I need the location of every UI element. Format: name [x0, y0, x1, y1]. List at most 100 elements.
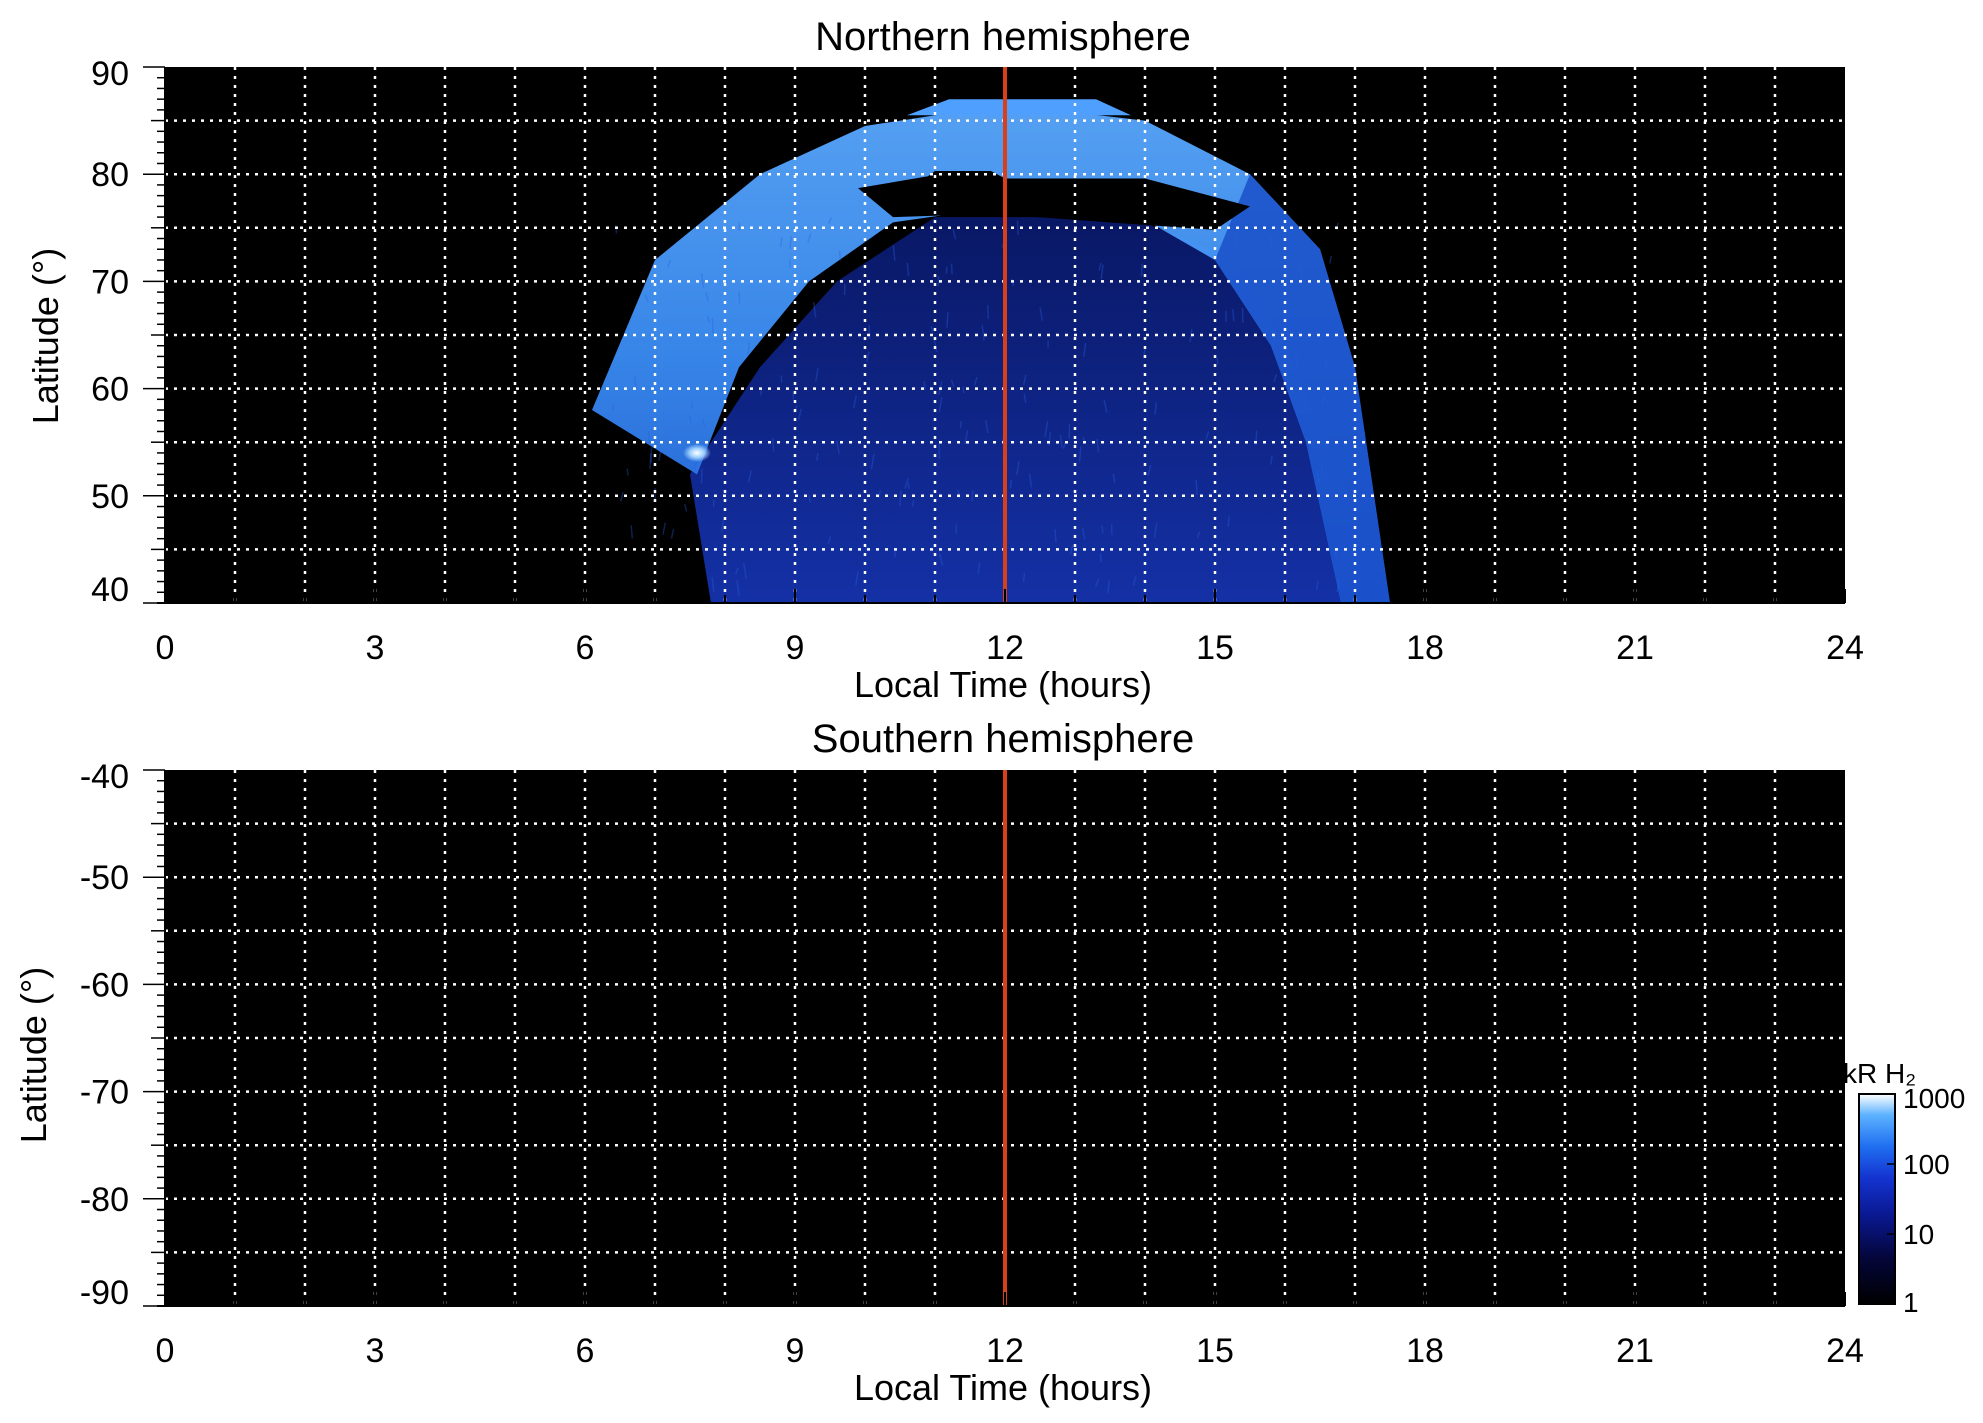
- emission-streak: [981, 325, 985, 341]
- emission-streak: [1054, 529, 1057, 543]
- emission-streak: [835, 440, 840, 454]
- emission-streak: [711, 576, 715, 592]
- colorbar-tick-label: 1: [1903, 1287, 1919, 1318]
- emission-streak: [1059, 435, 1063, 448]
- emission-streak: [827, 536, 832, 545]
- n-x-tick-label: 9: [786, 629, 805, 667]
- emission-streak: [667, 260, 671, 268]
- north-ylabel: Latitude (°): [25, 248, 66, 424]
- emission-streak: [662, 522, 667, 535]
- emission-streak: [1094, 578, 1100, 587]
- emission-streak: [1272, 336, 1275, 351]
- s-y-tick-label: -80: [80, 1181, 129, 1219]
- emission-streak: [1022, 374, 1027, 385]
- emission-streak: [907, 482, 910, 489]
- emission-streak: [1098, 262, 1102, 271]
- emission-streak: [1321, 393, 1326, 405]
- emission-streak: [619, 491, 624, 502]
- emission-streak: [743, 563, 748, 580]
- emission-streak: [1295, 355, 1299, 370]
- emission-streak: [658, 451, 662, 462]
- emission-streak: [892, 245, 896, 261]
- s-y-tick-label: -50: [80, 859, 129, 897]
- s-x-tick-label: 6: [576, 1332, 595, 1370]
- n-x-tick-label: 12: [986, 629, 1024, 667]
- emission-streak: [1299, 267, 1303, 281]
- emission-streak: [838, 250, 841, 261]
- emission-streak: [700, 273, 705, 288]
- s-x-tick-label: 24: [1826, 1332, 1864, 1370]
- emission-streak: [649, 453, 652, 470]
- emission-streak: [904, 477, 909, 489]
- emission-streak: [1044, 420, 1049, 437]
- emission-streak: [711, 317, 714, 334]
- diffuse-emission-region: [690, 217, 1390, 603]
- emission-streak: [1100, 264, 1104, 280]
- n-x-tick-label: 15: [1196, 629, 1234, 667]
- n-y-tick-label: 60: [91, 371, 129, 409]
- emission-streak: [815, 368, 819, 382]
- north-title: Northern hemisphere: [815, 15, 1191, 59]
- emission-streak: [1324, 359, 1328, 369]
- emission-streak: [1103, 399, 1108, 413]
- emission-streak: [827, 217, 833, 225]
- emission-streak: [683, 504, 688, 512]
- n-x-tick-label: 6: [576, 629, 595, 667]
- s-x-tick-label: 3: [366, 1332, 385, 1370]
- n-y-tick-label: 80: [91, 156, 129, 194]
- n-x-tick-label: 0: [156, 629, 175, 667]
- s-x-tick-label: 9: [786, 1332, 805, 1370]
- emission-streak: [808, 495, 812, 503]
- emission-streak: [1196, 531, 1201, 539]
- emission-streak: [626, 468, 629, 476]
- emission-streak: [870, 453, 875, 470]
- emission-streak: [644, 294, 649, 302]
- emission-streak: [959, 420, 962, 429]
- emission-streak: [1140, 263, 1143, 277]
- emission-streak: [964, 430, 969, 445]
- emission-streak: [812, 302, 817, 318]
- emission-streak: [816, 452, 819, 461]
- emission-streak: [1009, 479, 1013, 489]
- emission-streak: [854, 571, 860, 586]
- emission-streak: [780, 237, 783, 248]
- emission-streak: [971, 490, 974, 502]
- emission-streak: [688, 416, 692, 424]
- emission-streak: [852, 395, 857, 408]
- emission-streak: [1336, 579, 1341, 593]
- emission-streak: [1147, 464, 1152, 477]
- emission-streak: [962, 386, 965, 394]
- emission-streak: [1227, 516, 1230, 527]
- emission-streak: [747, 470, 752, 483]
- colorbar-gradient: [1858, 1093, 1896, 1305]
- s-y-tick-label: -70: [80, 1074, 129, 1112]
- s-x-tick-label: 15: [1196, 1332, 1234, 1370]
- emission-streak: [1231, 309, 1235, 322]
- emission-streak: [1078, 446, 1082, 463]
- auroral-oval: [592, 104, 1390, 603]
- emission-streak: [878, 490, 882, 499]
- s-x-tick-label: 0: [156, 1332, 175, 1370]
- emission-streak: [899, 490, 902, 506]
- emission-streak: [1269, 455, 1273, 465]
- colorbar-tick-label: 10: [1903, 1219, 1934, 1250]
- emission-streak: [780, 375, 783, 383]
- emission-streak: [938, 553, 944, 566]
- emission-streak: [952, 228, 957, 240]
- south-xlabel: Local Time (hours): [854, 1367, 1152, 1408]
- emission-streak: [1022, 572, 1026, 583]
- n-y-tick-label: 50: [91, 478, 129, 516]
- north-axes: 0 3 6 9 12 15 18 21 24 40 50 60 70 80 90: [91, 55, 1864, 667]
- emission-streak: [734, 567, 739, 575]
- emission-streak: [634, 376, 637, 390]
- emission-streak: [1028, 473, 1033, 488]
- southern-hemisphere-panel: Southern hemisphere 0 3 6 9 12 15 18 21 24 -40 -50…: [13, 717, 1864, 1408]
- n-y-tick-label: 90: [91, 55, 129, 93]
- emission-streak: [977, 562, 981, 574]
- emission-streak: [807, 232, 812, 243]
- emission-streak: [1195, 479, 1198, 496]
- emission-streak: [1329, 290, 1334, 299]
- emission-streak: [759, 389, 763, 396]
- n-x-tick-label: 24: [1826, 629, 1864, 667]
